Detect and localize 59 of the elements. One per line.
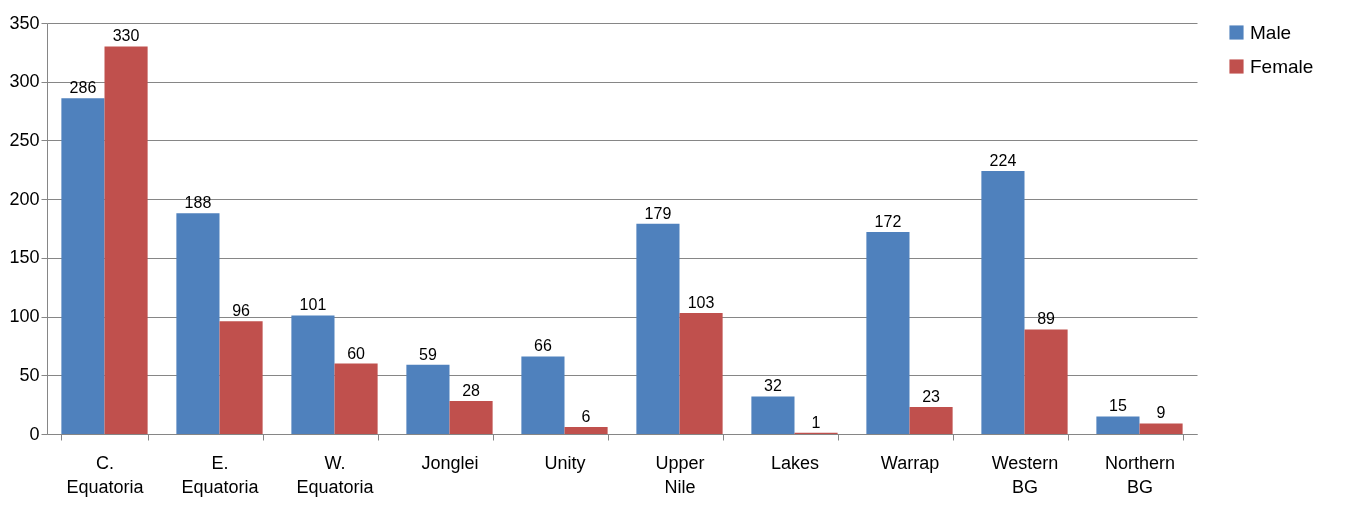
data-label: 9 xyxy=(1156,404,1166,422)
data-label: 172 xyxy=(874,213,902,231)
bar xyxy=(449,401,493,434)
x-tick-label: Jonglei xyxy=(421,452,479,473)
bar xyxy=(1096,416,1140,434)
x-tick-label: Unity xyxy=(544,452,586,473)
data-label: 60 xyxy=(347,344,366,362)
bar xyxy=(909,406,953,434)
data-label: 32 xyxy=(764,377,782,395)
bar xyxy=(751,396,795,434)
x-tick-label: Northern BG xyxy=(1104,452,1176,497)
bar xyxy=(564,426,608,434)
bar xyxy=(636,223,680,434)
data-label: 66 xyxy=(534,337,552,355)
legend-label: Female xyxy=(1250,55,1314,77)
y-tick-label: 0 xyxy=(29,423,40,444)
bar xyxy=(104,46,148,434)
data-label: 1 xyxy=(811,413,821,431)
data-label: 179 xyxy=(644,204,672,222)
data-label: 330 xyxy=(112,27,140,45)
x-tick-label: Upper Nile xyxy=(655,452,705,497)
bar xyxy=(406,364,450,434)
data-label: 224 xyxy=(989,151,1017,169)
data-label: 101 xyxy=(299,296,327,314)
data-label: 96 xyxy=(232,302,251,320)
data-label: 23 xyxy=(922,387,941,405)
y-tick-label: 300 xyxy=(9,71,40,92)
y-tick-label: 250 xyxy=(9,129,40,150)
data-label: 188 xyxy=(184,194,212,212)
data-label: 103 xyxy=(687,294,715,312)
y-tick-label: 200 xyxy=(9,188,40,209)
data-label: 59 xyxy=(419,345,437,363)
data-label: 15 xyxy=(1109,397,1127,415)
bar xyxy=(61,98,105,434)
x-tick-label: C. Equatoria xyxy=(66,452,145,497)
x-tick-label: Warrap xyxy=(880,452,940,473)
bar xyxy=(334,363,378,434)
bar xyxy=(1024,329,1068,434)
bar xyxy=(176,213,220,434)
y-tick-label: 150 xyxy=(9,247,40,268)
x-tick-label: E. Equatoria xyxy=(181,452,260,497)
bar xyxy=(679,313,723,434)
data-label: 28 xyxy=(462,382,481,400)
data-label: 286 xyxy=(69,79,97,97)
y-tick-label: 100 xyxy=(9,306,40,327)
bar xyxy=(521,356,565,434)
y-tick-label: 350 xyxy=(9,12,40,33)
legend-label: Male xyxy=(1250,21,1292,43)
y-tick-label: 50 xyxy=(19,364,40,385)
bar xyxy=(981,170,1025,434)
x-tick-label: Western BG xyxy=(991,452,1059,497)
data-label: 6 xyxy=(581,407,591,425)
bar xyxy=(866,232,910,434)
data-label: 89 xyxy=(1037,310,1056,328)
bar xyxy=(1139,423,1183,434)
x-tick-label: W. Equatoria xyxy=(296,452,375,497)
bar xyxy=(291,315,335,434)
x-tick-label: Lakes xyxy=(770,452,820,473)
bar xyxy=(219,321,263,434)
